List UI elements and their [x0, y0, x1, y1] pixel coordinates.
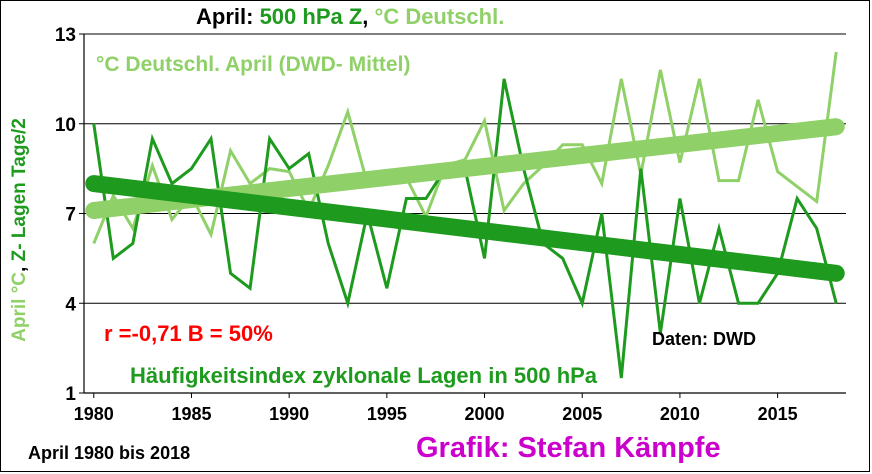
annotation-z-series: Häufigkeitsindex zyklonale Lagen in 500 …	[130, 363, 598, 388]
annotation-period: April 1980 bis 2018	[28, 443, 191, 463]
title-separator: ,	[362, 4, 375, 29]
trend-line-z	[85, 175, 845, 282]
y-tick-label-13: 13	[55, 25, 76, 46]
x-tick-label-1985: 1985	[171, 404, 211, 424]
trend-lines	[85, 118, 845, 282]
annotation-credit: Grafik: Stefan Kämpfe	[416, 432, 721, 464]
y-tick-label-10: 10	[55, 115, 76, 136]
annotation-correlation: r =-0,71 B = 50%	[104, 321, 273, 346]
annotation-temp-series: °C Deutschl. April (DWD- Mittel)	[96, 53, 411, 76]
title-part-temp: °C Deutschl.	[374, 4, 505, 29]
axes	[79, 33, 846, 398]
x-tick-label-1980: 1980	[74, 404, 114, 424]
x-tick-label-2010: 2010	[660, 404, 700, 424]
x-tick-label-2000: 2000	[465, 404, 505, 424]
chart-title: April: 500 hPa Z, °C Deutschl.	[196, 4, 504, 30]
y-tick-label-1: 1	[65, 384, 76, 405]
x-tick-label-1995: 1995	[367, 404, 407, 424]
x-tick-label-1990: 1990	[269, 404, 309, 424]
x-tick-label-2005: 2005	[562, 404, 602, 424]
y-tick-label-4: 4	[65, 294, 76, 315]
title-part-z: 500 hPa Z	[259, 4, 363, 29]
x-tick-label-2015: 2015	[758, 404, 798, 424]
y-tick-label-7: 7	[65, 205, 76, 226]
annotation-source: Daten: DWD	[652, 329, 756, 349]
title-part-month: April:	[196, 4, 260, 29]
tick-labels: 1 4 7 10 13 1980 1985 1990 1995 2000 2005 2010 2015	[55, 25, 798, 424]
